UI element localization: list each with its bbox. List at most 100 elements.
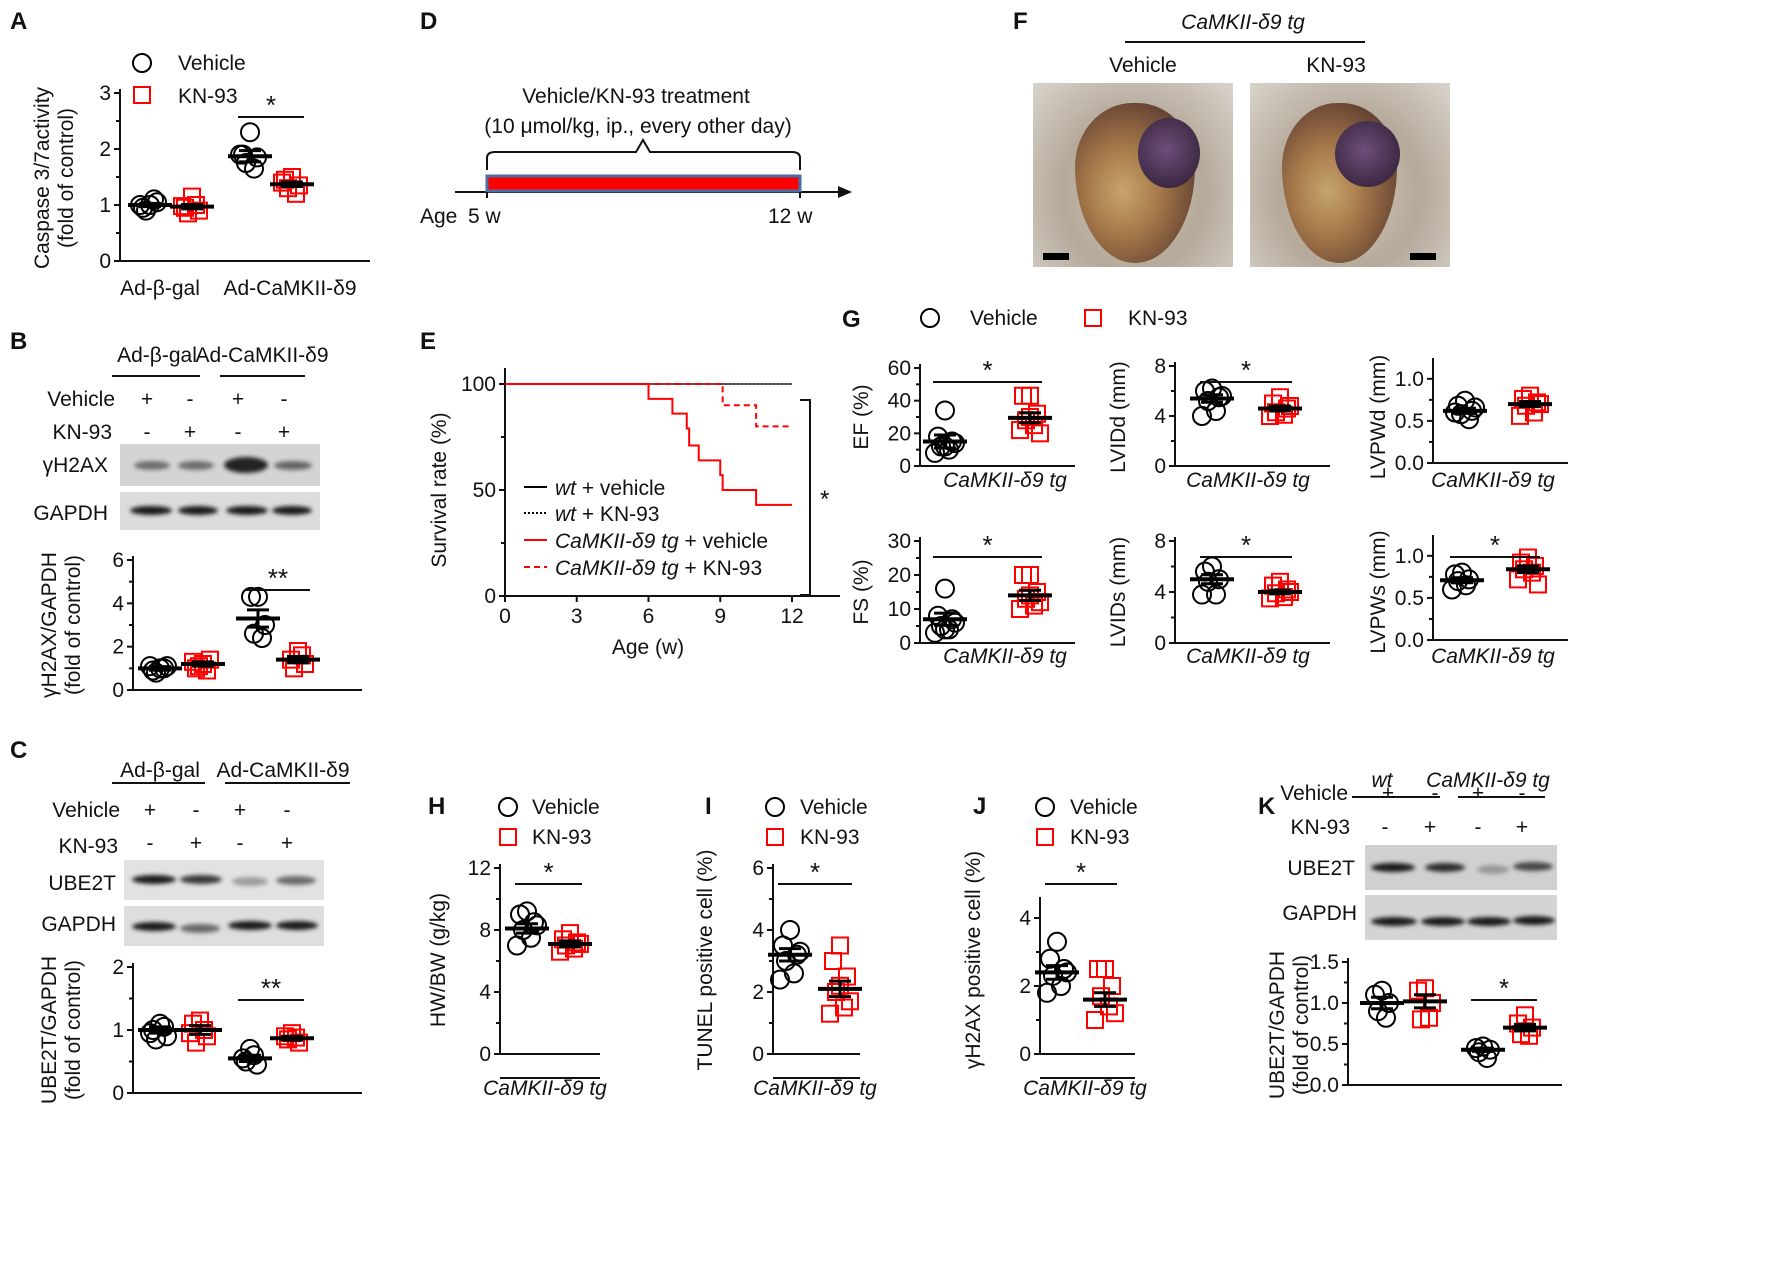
significance-star: ** (261, 973, 281, 1003)
western-blot-gapdh (1365, 895, 1557, 940)
y-axis-label: LVIDd (mm) (1107, 361, 1130, 473)
panel-c-row-vehicle: Vehicle (52, 799, 120, 822)
data-point-square (1031, 424, 1049, 443)
western-blot-ube2t (1365, 845, 1557, 890)
sign: + (277, 421, 291, 444)
y-tick-label: 0 (1154, 455, 1166, 478)
y-tick-label: 0 (752, 1043, 764, 1066)
panel-c-header-2: Ad-CaMKII-δ9 (216, 759, 350, 782)
data-point-square (1014, 566, 1032, 584)
data-point-square (1409, 981, 1427, 1000)
x-axis-label: CaMKII-δ9 tg (943, 469, 1067, 492)
sign: - (280, 388, 288, 411)
x-tick-label: 3 (571, 605, 583, 628)
panel-b-header-1: Ad-β-gal (117, 344, 197, 367)
panel-a-category-2: Ad-CaMKII-δ9 (223, 277, 357, 300)
sign: - (1431, 782, 1439, 805)
data-point-circle (935, 400, 955, 421)
y-axis-label: EF (%) (850, 384, 873, 449)
legend-g-vehicle: Vehicle (970, 307, 1038, 330)
panel-f-title: CaMKII-δ9 tg (1181, 11, 1305, 34)
panel-b-header-2: Ad-CaMKII-δ9 (195, 344, 329, 367)
legend-circle-icon (1035, 797, 1055, 817)
y-tick-label: 100 (461, 373, 496, 396)
panel-d-treatment-line-1: Vehicle/KN-93 treatment (522, 85, 750, 108)
y-tick-label: 0 (112, 679, 124, 702)
heart-image-kn93 (1250, 83, 1450, 267)
legend-circle-icon (920, 308, 940, 328)
x-tick-label: 12 (780, 605, 803, 628)
data-point-circle (928, 426, 948, 447)
data-point-square (1014, 386, 1032, 405)
data-point-square (831, 936, 849, 955)
y-tick-label: 2 (99, 138, 111, 161)
significance-star: ** (268, 563, 288, 593)
data-point-circle (507, 935, 527, 956)
panel-label-g: G (842, 306, 861, 333)
panel-label-d: D (420, 8, 438, 35)
treatment-bar (485, 174, 802, 193)
y-tick-label: 1.0 (1395, 545, 1424, 568)
panel-a-category-1: Ad-β-gal (120, 277, 200, 300)
x-axis-label: CaMKII-δ9 tg (483, 1077, 607, 1100)
arrow-head-icon (838, 186, 852, 198)
legend-a-kn93: KN-93 (178, 85, 238, 108)
y-tick-label: 0.0 (1395, 629, 1424, 652)
legend-square-icon (133, 86, 151, 104)
sign: - (1474, 816, 1482, 839)
data-point-circle (1037, 982, 1057, 1003)
y-tick-label: 4 (1154, 405, 1166, 428)
panel-label-i: I (705, 793, 712, 820)
x-axis-label: CaMKII-δ9 tg (753, 1077, 877, 1100)
significance-star: * (982, 530, 992, 560)
x-tick-label: 0 (499, 605, 511, 628)
data-point-square (1089, 960, 1107, 978)
data-point-square (1025, 596, 1043, 615)
y-tick-label: 3 (99, 82, 111, 105)
y-tick-label: 1 (112, 1019, 124, 1042)
western-blot-gapdh (120, 492, 320, 530)
x-axis-label: CaMKII-δ9 tg (943, 645, 1067, 668)
y-axis-label: FS (%) (850, 559, 873, 624)
legend-g-kn93: KN-93 (1128, 307, 1188, 330)
panel-b-row-vehicle: Vehicle (47, 388, 115, 411)
data-point-circle (770, 969, 790, 990)
y-tick-label: 0 (899, 455, 911, 478)
survival-curve (505, 383, 792, 506)
data-point-square (821, 1004, 839, 1023)
panel-c-blot-label-2: GAPDH (41, 913, 116, 936)
y-tick-label: 20 (888, 564, 911, 587)
data-point-square (1420, 1008, 1438, 1027)
significance-star: * (1499, 973, 1509, 1003)
y-tick-label: 20 (888, 422, 911, 445)
y-tick-label: 1.5 (1310, 951, 1339, 974)
sign: + (1515, 816, 1529, 839)
panel-label-h: H (428, 793, 446, 820)
data-point-circle (935, 578, 955, 599)
panel-d-start: 5 w (468, 205, 501, 228)
x-axis-label: CaMKII-δ9 tg (1186, 645, 1310, 668)
data-point-circle (1192, 406, 1212, 426)
y-tick-label: 1.0 (1395, 368, 1424, 391)
panel-k-blot-label-2: GAPDH (1282, 902, 1357, 925)
sign: + (1381, 782, 1395, 805)
panel-e-xlabel: Age (w) (611, 636, 685, 659)
significance-star: * (982, 355, 992, 385)
y-tick-label: 8 (479, 919, 491, 942)
data-point-circle (244, 158, 264, 179)
y-tick-label: 0 (1019, 1043, 1031, 1066)
data-point-circle (925, 442, 945, 463)
legend-h-vehicle: Vehicle (532, 796, 600, 819)
western-blot-ube2t (124, 860, 324, 900)
legend-square-icon (1036, 828, 1054, 846)
panel-label-e: E (420, 328, 437, 355)
y-tick-label: 30 (888, 530, 911, 553)
panel-f-label-kn93: KN-93 (1306, 54, 1366, 77)
legend-e-4: CaMKII-δ9 tg + KN-93 (555, 557, 763, 580)
significance-star: * (1076, 857, 1086, 887)
panel-e-significance: * (820, 486, 830, 513)
panel-d-age-label: Age (420, 205, 458, 228)
data-point-circle (248, 586, 268, 607)
sign: - (1518, 782, 1526, 805)
